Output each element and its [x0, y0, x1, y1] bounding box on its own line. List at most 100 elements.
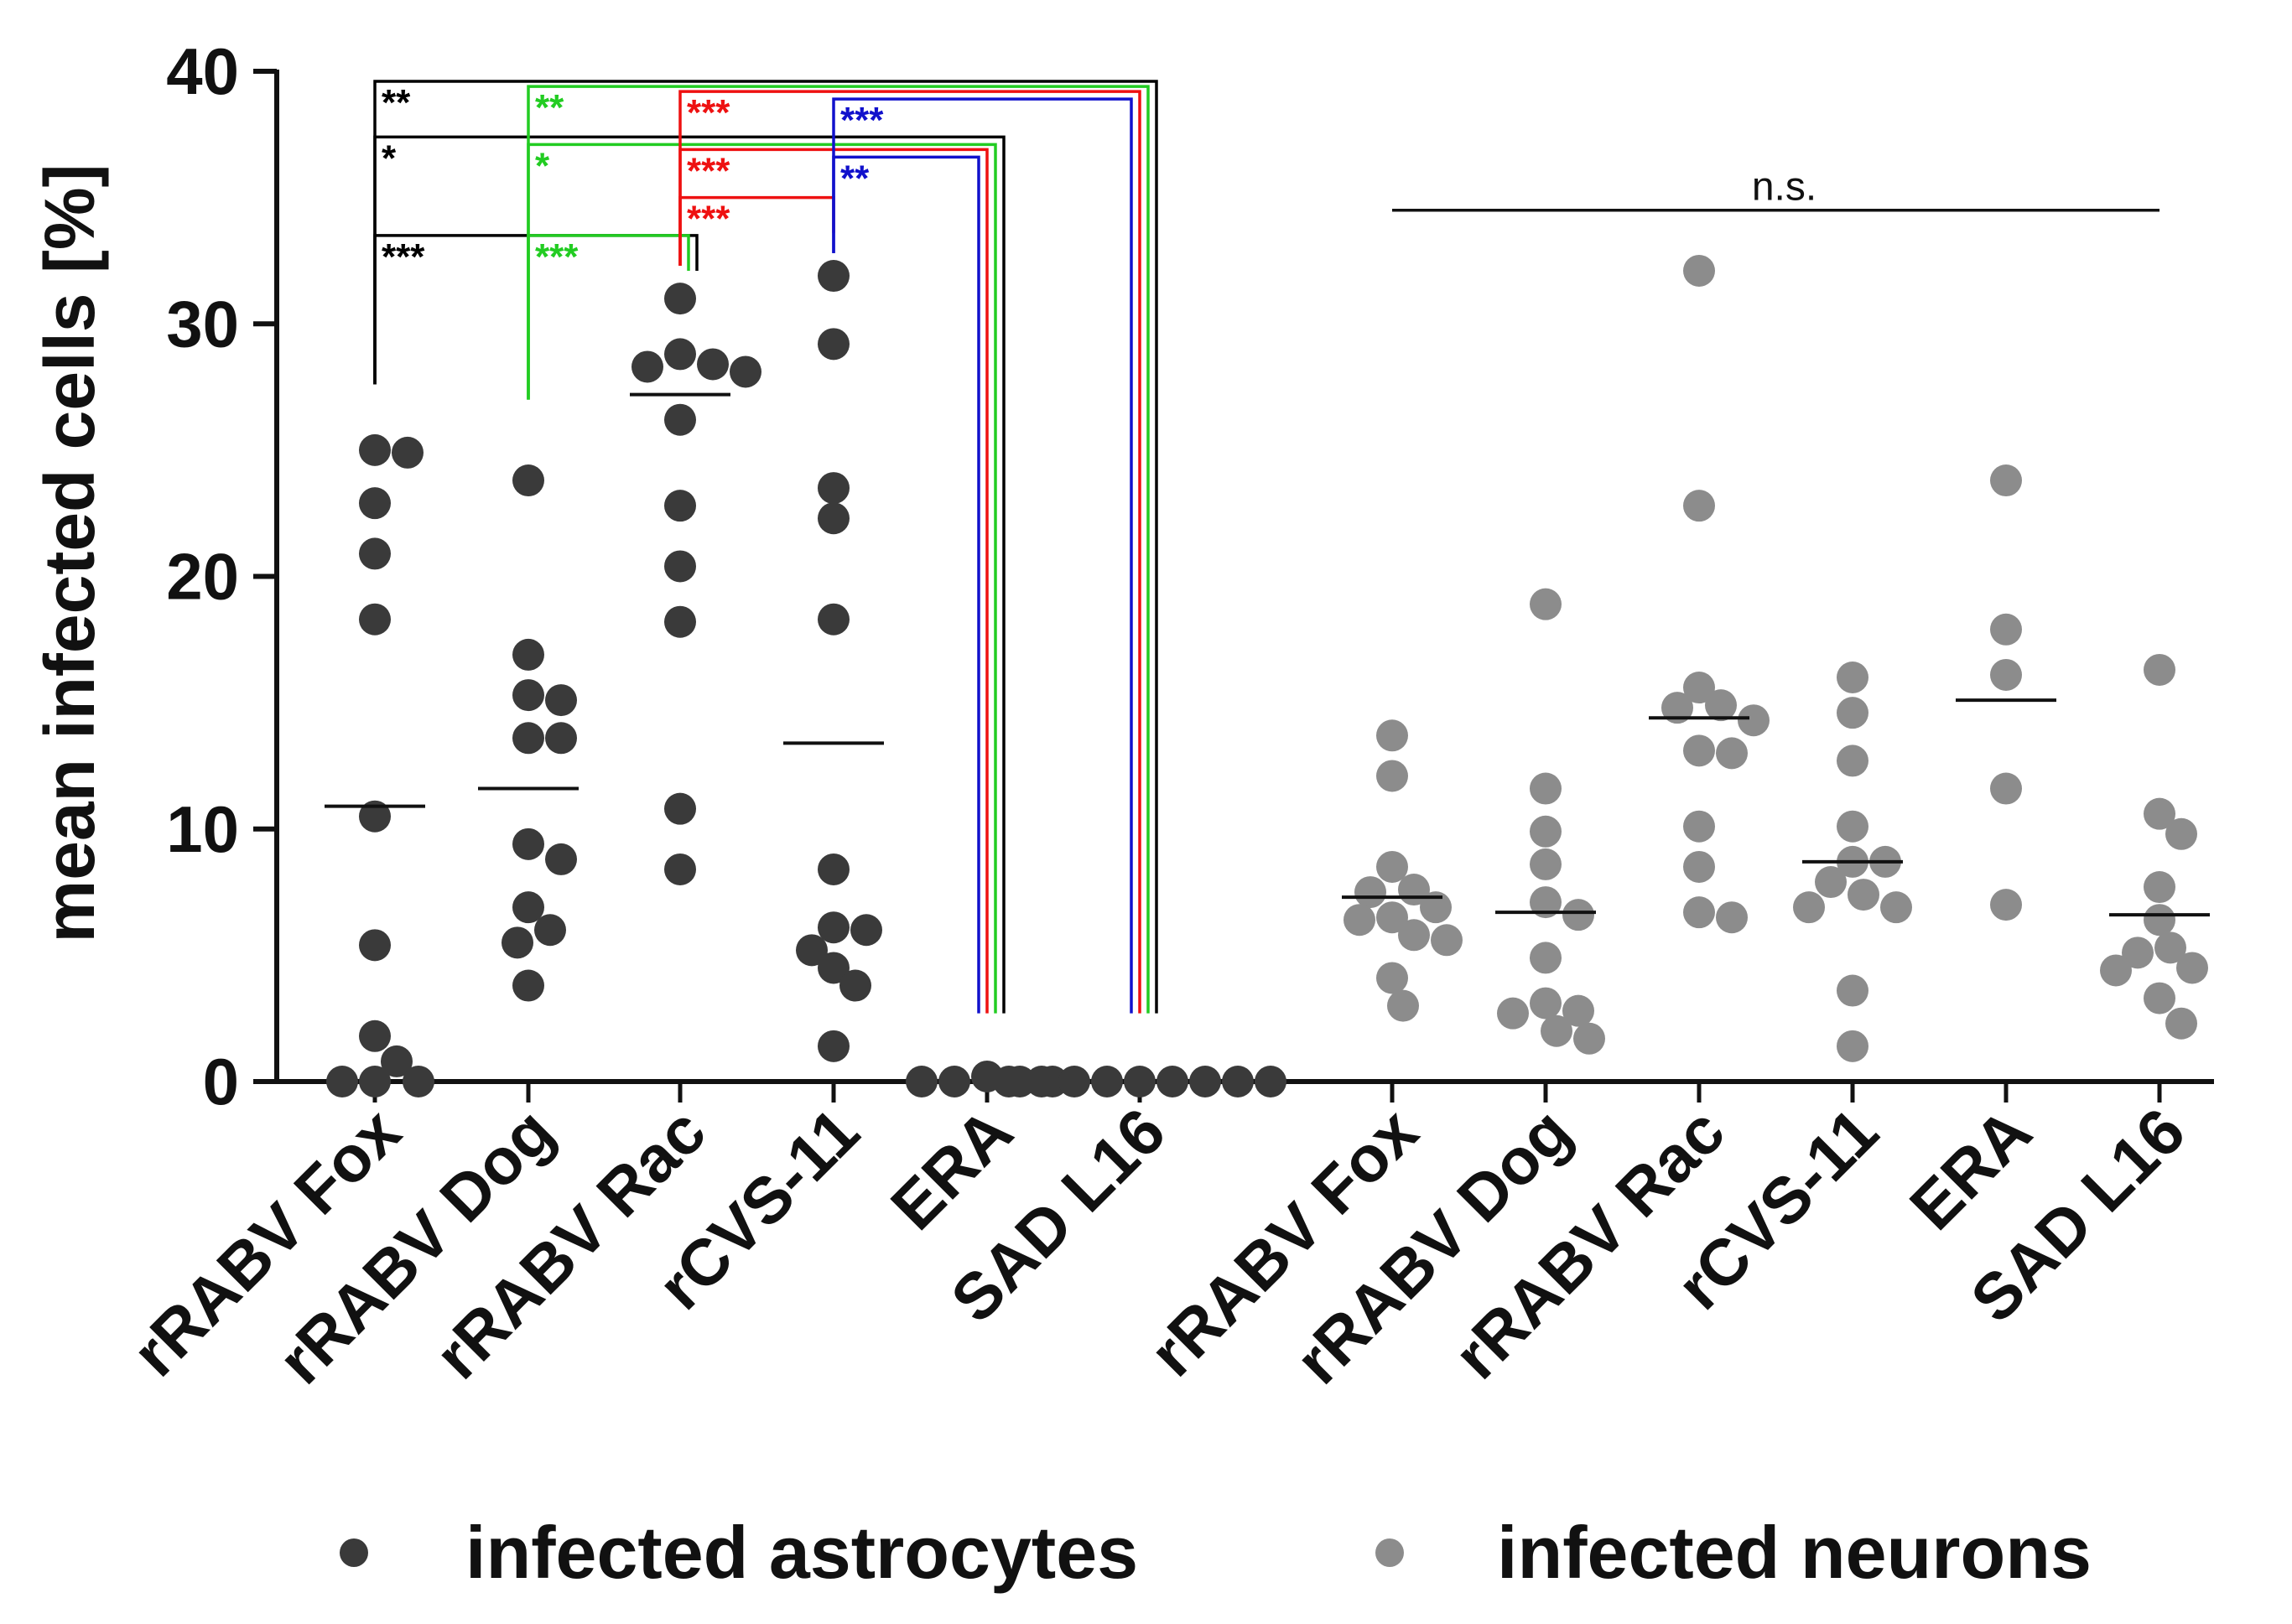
neuron-point	[1880, 891, 1912, 924]
astrocyte-point	[818, 472, 850, 505]
astrocyte-point	[359, 1066, 391, 1097]
astrocyte-point	[664, 605, 696, 638]
astrocyte-point	[392, 436, 424, 469]
mean-lines	[325, 392, 2210, 917]
axes: 0 10 20 30 40	[166, 34, 2214, 1118]
astrocyte-point	[545, 843, 577, 875]
y-axis-label-group: mean infected cells [%]	[30, 164, 109, 943]
neuron-point	[2100, 954, 2132, 987]
neuron-point	[2144, 982, 2175, 1014]
astrocyte-point	[664, 338, 696, 371]
neuron-point	[1683, 810, 1715, 843]
neuron-point	[1716, 737, 1748, 770]
neuron-point	[1497, 997, 1529, 1030]
astrocyte-point	[664, 403, 696, 436]
neuron-point	[1705, 689, 1737, 722]
neuron-point	[2122, 937, 2154, 969]
significance-label: **	[840, 158, 870, 199]
neuron-point	[1738, 704, 1770, 737]
astrocyte-point	[818, 328, 850, 361]
neuron-point	[1990, 772, 2022, 805]
neuron-point	[1716, 901, 1748, 934]
y-tick-label: 10	[166, 792, 239, 866]
neuron-point	[1530, 772, 1562, 805]
significance-label: *	[535, 145, 550, 186]
astrocyte-point	[359, 603, 391, 636]
astrocyte-point	[664, 550, 696, 583]
neuron-point	[1661, 692, 1693, 724]
neuron-point	[1683, 672, 1715, 704]
astrocyte-point	[512, 891, 544, 924]
neuron-point	[1683, 896, 1715, 929]
astrocyte-point	[993, 1066, 1025, 1097]
neuron-point	[2144, 797, 2175, 830]
astrocyte-point	[906, 1066, 938, 1097]
neuron-point	[1683, 254, 1715, 287]
legend-label-neurons: infected neurons	[1497, 1511, 2092, 1594]
neuron-point	[2144, 904, 2175, 937]
significance-label: ***	[687, 150, 730, 191]
astrocyte-point	[534, 914, 566, 947]
astrocyte-point	[326, 1066, 358, 1097]
neuron-point	[1837, 662, 1868, 693]
neuron-point	[1376, 901, 1408, 934]
neuron-point	[1530, 848, 1562, 880]
neuron-point	[1815, 866, 1847, 899]
neuron-point	[1398, 919, 1430, 952]
legend: infected astrocytes infected neurons	[340, 1511, 2092, 1594]
astrocyte-point	[850, 914, 882, 947]
astrocyte-point	[818, 853, 850, 885]
data-points	[326, 254, 2208, 1097]
neuron-point	[1530, 987, 1562, 1020]
neuron-point	[1376, 719, 1408, 752]
neuron-point	[1990, 658, 2022, 691]
neuron-point	[1573, 1022, 1605, 1055]
astrocyte-point	[545, 684, 577, 717]
astrocyte-point	[796, 934, 828, 967]
astrocyte-point	[1026, 1066, 1058, 1097]
y-axis-label: mean infected cells [%]	[30, 164, 109, 943]
neuron-point	[1683, 490, 1715, 522]
astrocyte-point	[664, 490, 696, 522]
astrocyte-point	[545, 722, 577, 755]
neuron-point	[1541, 1014, 1572, 1047]
astrocyte-point	[512, 969, 544, 1002]
astrocyte-point	[697, 348, 729, 381]
astrocyte-point	[512, 638, 544, 671]
astrocyte-point	[818, 260, 850, 293]
astrocyte-point	[359, 487, 391, 520]
astrocyte-point	[1189, 1066, 1221, 1097]
significance-bracket	[373, 80, 1158, 1014]
significance-label: **	[535, 87, 564, 128]
astrocyte-point	[512, 679, 544, 712]
significance-label: ***	[687, 199, 730, 240]
legend-label-astrocytes: infected astrocytes	[465, 1511, 1138, 1594]
neuron-point	[2154, 931, 2186, 964]
astrocyte-point	[381, 1045, 413, 1077]
neuron-point	[1837, 745, 1868, 777]
neuron-point	[1530, 588, 1562, 620]
neuron-point	[1683, 850, 1715, 883]
legend-marker-neurons	[1375, 1538, 1404, 1567]
astrocyte-point	[839, 969, 871, 1002]
neuron-point	[1343, 904, 1375, 937]
astrocyte-point	[512, 464, 544, 497]
significance-bracket	[832, 155, 980, 1014]
neuron-point	[1420, 891, 1452, 924]
astrocyte-point	[502, 926, 533, 959]
neuron-point	[1562, 899, 1594, 931]
significance-label: ***	[840, 100, 884, 141]
significance-bracket	[832, 97, 1133, 1014]
neuron-bracket-label: n.s.	[1752, 165, 1816, 210]
astrocyte-point	[359, 433, 391, 466]
significance-label: ***	[535, 236, 579, 278]
neuron-point	[1990, 464, 2022, 497]
astrocyte-point	[818, 502, 850, 535]
significance-label: *	[382, 137, 397, 179]
neuron-point	[1683, 734, 1715, 767]
astrocyte-point	[818, 1030, 850, 1062]
neuron-point	[1793, 891, 1825, 924]
significance-bracket	[678, 90, 1141, 1014]
